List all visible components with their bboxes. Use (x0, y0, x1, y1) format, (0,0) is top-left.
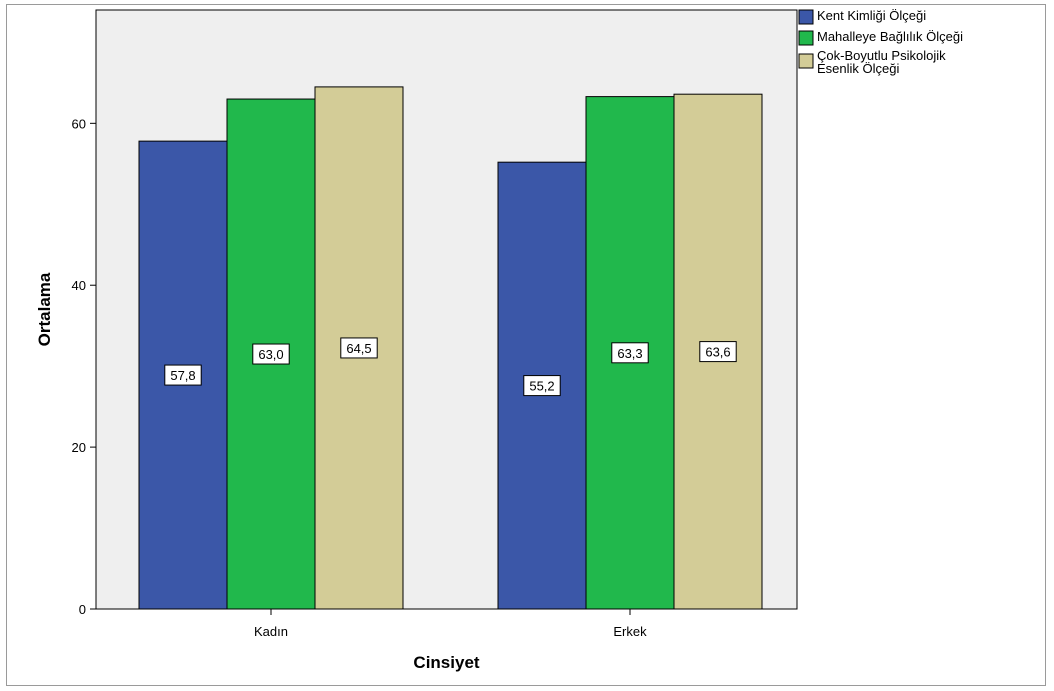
data-label-box (699, 341, 737, 363)
data-label-box (523, 375, 561, 397)
y-tick-label: 0 (79, 602, 86, 617)
y-tick-label: 40 (72, 278, 86, 293)
data-label-box (611, 342, 649, 364)
x-axis-title: Cinsiyet (413, 653, 479, 672)
data-label: 64,5 (346, 341, 371, 356)
data-label-box (164, 364, 202, 386)
legend-label: Mahalleye Bağlılık Ölçeği (817, 29, 963, 44)
data-labels: 57,8 63,0 64,5 55,2 63,3 63,6 (164, 337, 737, 397)
legend-swatch (798, 30, 814, 46)
legend-swatch (798, 9, 814, 25)
data-label-box (252, 343, 290, 365)
data-label: 63,3 (617, 346, 642, 361)
data-label: 57,8 (170, 368, 195, 383)
y-axis-title: Ortalama (35, 272, 54, 346)
data-label: 63,0 (258, 347, 283, 362)
data-label: 55,2 (529, 379, 554, 394)
y-tick-label: 60 (72, 116, 86, 131)
y-tick-label: 20 (72, 440, 86, 455)
legend-label: Çok-Boyutlu Psikolojik (817, 48, 946, 63)
legend-label: Esenlik Ölçeği (817, 61, 899, 76)
data-label-box (340, 337, 378, 359)
y-axis-ticks: 0 20 40 60 (72, 116, 96, 617)
legend-label: Kent Kimliği Ölçeği (817, 8, 926, 23)
x-axis-ticks: Kadın Erkek (254, 609, 647, 639)
legend: Kent Kimliği Ölçeği Mahalleye Bağlılık Öl… (798, 8, 963, 76)
x-tick-label: Erkek (613, 624, 647, 639)
legend-swatch (798, 53, 814, 69)
data-label: 63,6 (705, 345, 730, 360)
x-tick-label: Kadın (254, 624, 288, 639)
